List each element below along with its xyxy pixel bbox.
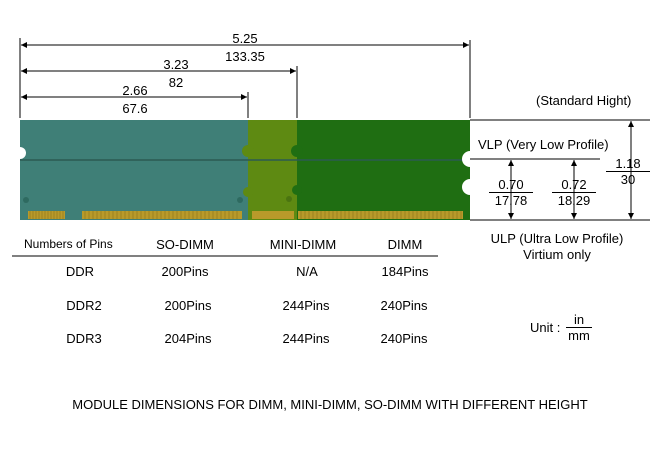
so-dimm-board: [20, 120, 248, 220]
unit-denominator: mm: [566, 327, 592, 343]
dimension-total: 5.25 133.35: [218, 31, 272, 64]
dimension-so: 2.66 67.6: [113, 83, 157, 116]
table-header-so-dimm: SO-DIMM: [156, 237, 214, 252]
table-cell: 240Pins: [380, 298, 428, 313]
dimm-board: [297, 120, 470, 220]
mini-dimm-pins: [252, 211, 294, 219]
standard-height-label: (Standard Hight): [536, 93, 632, 108]
table-header-dimm: DIMM: [387, 237, 423, 252]
table-header-mini-dimm: MINI-DIMM: [269, 237, 337, 252]
dimension-mini-mm: 82: [168, 75, 184, 90]
ulp-label-line2: Virtium only: [523, 247, 591, 262]
vlp-label: VLP (Very Low Profile): [478, 137, 609, 152]
table-cell: 184Pins: [381, 264, 429, 279]
dimension-height-mm: 30: [606, 171, 650, 187]
so-dimm-pins-left: [28, 211, 65, 219]
mount-dot: [23, 197, 29, 203]
dimension-vlp: 0.70 17.78: [489, 177, 533, 208]
table-cell: 200Pins: [164, 298, 212, 313]
table-cell: 204Pins: [164, 331, 212, 346]
table-cell: 244Pins: [282, 331, 330, 346]
dimm-pins: [298, 211, 463, 219]
table-row-label: DDR3: [66, 331, 102, 346]
dimension-mini: 3.23 82: [154, 57, 198, 90]
mini-dimm-notch-bottom: [292, 185, 302, 195]
table-header-label: Numbers of Pins: [24, 237, 113, 251]
table-row-label: DDR: [65, 264, 95, 279]
so-mini-notch-top: [242, 145, 254, 157]
dimm-notch-bottom: [462, 179, 470, 195]
mini-dimm-notch-top: [291, 145, 303, 157]
so-dimm-notch: [20, 147, 26, 159]
dimension-ulp: 0.72 18.29: [552, 177, 596, 208]
mount-dot: [237, 197, 243, 203]
dimension-so-mm: 67.6: [122, 101, 148, 116]
dimension-ulp-in: 0.72: [561, 177, 587, 192]
dimension-height: 1.18 30: [606, 156, 650, 187]
dimension-so-in: 2.66: [122, 83, 148, 98]
dimension-total-in: 5.25: [232, 31, 258, 46]
table-row-label: DDR2: [66, 298, 102, 313]
unit-numerator: in: [573, 312, 585, 327]
ulp-label: ULP (Ultra Low Profile) Virtium only: [486, 231, 628, 263]
table-cell: 200Pins: [161, 264, 209, 279]
table-cell: 240Pins: [380, 331, 428, 346]
dimension-vlp-in: 0.70: [498, 177, 524, 192]
dimension-height-in: 1.18: [615, 156, 641, 171]
so-mini-notch-bottom: [243, 187, 253, 197]
dimension-ulp-mm: 18.29: [552, 192, 596, 208]
dimension-mini-in: 3.23: [163, 57, 189, 72]
dimm-notch-top: [462, 151, 470, 167]
table-cell: 244Pins: [282, 298, 330, 313]
unit-fraction: in mm: [566, 312, 592, 343]
table-cell: N/A: [296, 264, 318, 279]
unit-prefix: Unit :: [530, 320, 561, 335]
mini-dimm-board: [248, 120, 297, 220]
dimension-total-mm: 133.35: [225, 49, 265, 64]
pin-key-gap: [66, 206, 82, 220]
figure-caption: MODULE DIMENSIONS FOR DIMM, MINI-DIMM, S…: [72, 397, 588, 412]
mount-dot: [286, 196, 292, 202]
so-dimm-pins-right: [82, 211, 242, 219]
ulp-label-line1: ULP (Ultra Low Profile): [490, 231, 624, 246]
dimension-vlp-mm: 17.78: [489, 192, 533, 208]
